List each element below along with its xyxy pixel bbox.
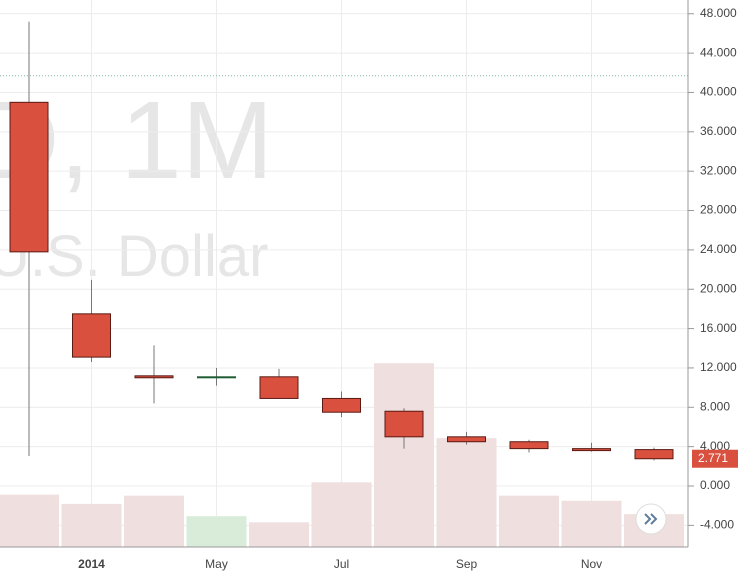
last-price-label: 2.771 xyxy=(698,451,728,465)
y-tick-label: 36.000 xyxy=(700,124,737,138)
x-tick-label: Nov xyxy=(581,557,602,571)
y-tick-label: 8.000 xyxy=(700,399,730,413)
y-tick-label: 48.000 xyxy=(700,6,737,20)
scroll-button[interactable] xyxy=(635,503,667,535)
y-tick-label: 40.000 xyxy=(700,85,737,99)
volume-bar xyxy=(499,495,559,547)
y-tick-label: 4.000 xyxy=(700,439,730,453)
volume-bar xyxy=(249,522,309,547)
y-tick-label: 32.000 xyxy=(700,163,737,177)
volume-bar xyxy=(61,503,122,547)
candle-body xyxy=(259,376,299,399)
x-tick-label: 2014 xyxy=(78,557,105,571)
candle-body xyxy=(509,441,549,450)
candle-body xyxy=(384,410,424,438)
y-tick-label: 20.000 xyxy=(700,281,737,295)
volume-bar xyxy=(374,363,434,547)
volume-bar xyxy=(124,495,184,547)
candle-body xyxy=(447,436,486,443)
scroll-button-icon[interactable] xyxy=(644,513,658,525)
y-tick-label: 44.000 xyxy=(700,45,737,59)
y-tick-label: -4.000 xyxy=(700,518,734,532)
volume-bar xyxy=(436,438,497,547)
x-tick-label: Jul xyxy=(334,557,349,571)
candle-body xyxy=(72,313,111,358)
candle-body xyxy=(134,375,174,379)
volume-bar xyxy=(311,482,372,547)
plot-layer: 48.000 44.000 40.000 36.000 32.000 28.000 24.0… xyxy=(0,0,738,571)
candle-body xyxy=(572,448,611,452)
x-tick-label: May xyxy=(205,557,228,571)
y-tick-label: 12.000 xyxy=(700,360,737,374)
last-price-box xyxy=(692,449,738,468)
volume-bar xyxy=(0,494,59,547)
y-tick-label: 24.000 xyxy=(700,242,737,256)
y-tick-label: 16.000 xyxy=(700,321,737,335)
candle-body xyxy=(197,376,236,379)
y-tick-label: 0.000 xyxy=(700,478,730,492)
x-tick-label: Sep xyxy=(456,557,478,571)
volume-bar xyxy=(561,500,622,547)
candle-body xyxy=(9,101,49,253)
volume-bar xyxy=(186,516,247,547)
candle-body xyxy=(634,449,674,460)
candle-body xyxy=(322,397,361,413)
y-tick-label: 28.000 xyxy=(700,203,737,217)
